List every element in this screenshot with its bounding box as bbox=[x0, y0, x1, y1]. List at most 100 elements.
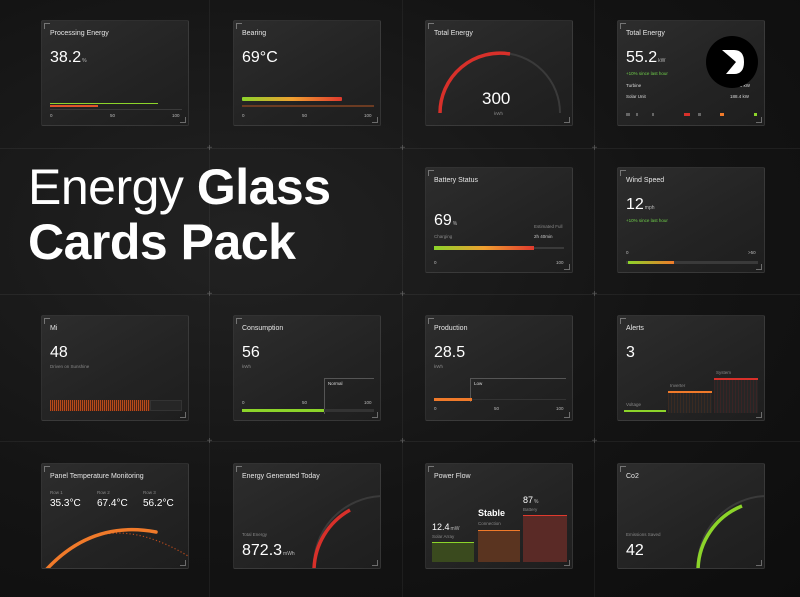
label: Solar Array bbox=[432, 534, 455, 539]
label: Connection bbox=[478, 521, 501, 526]
flow-bar-connection bbox=[478, 530, 520, 562]
progress-fill bbox=[434, 398, 472, 401]
grid-line bbox=[209, 0, 210, 597]
card-title: Consumption bbox=[242, 325, 284, 332]
tick-label: 0 bbox=[626, 250, 629, 255]
row-label: Row 3 bbox=[143, 490, 156, 495]
gauge-fill bbox=[312, 508, 351, 568]
value: 87 bbox=[523, 495, 534, 505]
estimate-label: Estimated Full bbox=[534, 224, 563, 229]
gauge bbox=[312, 495, 380, 568]
unit: kWh bbox=[434, 364, 443, 369]
alert-bar-voltage bbox=[624, 410, 666, 412]
unit: kWh bbox=[242, 364, 251, 369]
card-processing-energy: Processing Energy 38.2% 0 50 100 bbox=[41, 20, 189, 126]
unit: % bbox=[452, 221, 458, 227]
card-title: Mi bbox=[50, 325, 58, 332]
value: 55.2 bbox=[626, 49, 658, 66]
card-title: Co2 bbox=[626, 473, 639, 480]
progress-fill bbox=[242, 97, 342, 101]
plus-icon: + bbox=[206, 143, 213, 154]
card-title: Energy Generated Today bbox=[242, 473, 320, 480]
headline-bold-1: Glass bbox=[196, 159, 331, 215]
card-title: Processing Energy bbox=[50, 30, 109, 37]
value: Stable bbox=[478, 508, 506, 518]
row-value: 188.4 kW bbox=[730, 94, 750, 99]
grid-line bbox=[402, 0, 403, 597]
headline: Energy Glass Cards Pack bbox=[28, 160, 331, 270]
label: Emissions Saved bbox=[626, 532, 661, 537]
striped-bar bbox=[50, 400, 150, 411]
tick-label: 50 bbox=[302, 400, 308, 405]
value: 42 bbox=[626, 542, 644, 559]
plus-icon: + bbox=[206, 436, 213, 447]
mini-indicators bbox=[626, 113, 758, 116]
card-total-energy-gauge: Total Energy 300 kWh bbox=[425, 20, 573, 126]
tick-label: 50 bbox=[494, 406, 500, 411]
plus-icon: + bbox=[206, 289, 213, 300]
card-title: Total Energy bbox=[434, 30, 473, 37]
tick-label: >50 bbox=[748, 250, 756, 255]
progress-fill bbox=[434, 246, 534, 250]
card-bearing: Bearing 69°C 0 50 100 bbox=[233, 20, 381, 126]
gauge bbox=[696, 495, 764, 568]
status: Charging bbox=[434, 234, 453, 239]
card-title: Bearing bbox=[242, 30, 267, 37]
unit: kWh bbox=[494, 111, 503, 116]
value: 28.5 bbox=[434, 344, 466, 361]
change-note: +10% since last hour bbox=[626, 218, 668, 223]
flow-bar-solar bbox=[432, 542, 474, 562]
grid-line bbox=[0, 441, 800, 442]
row-value: 56.2°C bbox=[143, 498, 174, 509]
row-value: 35.3°C bbox=[50, 498, 81, 509]
unit: % bbox=[534, 499, 539, 505]
marker-label: Low bbox=[474, 381, 483, 386]
tick-label: 0 bbox=[434, 260, 437, 265]
tick-label: 100 bbox=[556, 260, 564, 265]
unit: % bbox=[82, 58, 87, 64]
row-label: Row 2 bbox=[97, 490, 110, 495]
tick-label: 100 bbox=[556, 406, 564, 411]
value: 56 bbox=[242, 344, 260, 361]
progress-fill bbox=[242, 409, 324, 412]
row-value: 67.4°C bbox=[97, 498, 128, 509]
bar-label: Voltage bbox=[626, 402, 642, 407]
grid-line bbox=[0, 148, 800, 149]
value: 69°C bbox=[242, 49, 278, 66]
unit: mW bbox=[450, 526, 460, 532]
card-co2: Co2 Emissions Saved 42 bbox=[617, 463, 765, 569]
card-wind-speed: Wind Speed 12mph +10% since last hour 0 … bbox=[617, 167, 765, 273]
tick-label: 100 bbox=[364, 113, 372, 118]
card-title: Battery Status bbox=[434, 177, 478, 184]
unit: kW bbox=[658, 58, 666, 64]
marker-label: Normal bbox=[328, 381, 343, 386]
value: 300 bbox=[482, 89, 511, 108]
progress-track bbox=[50, 103, 158, 104]
headline-light: Energy bbox=[28, 159, 184, 215]
tick-label: 100 bbox=[364, 400, 372, 405]
plus-icon: + bbox=[399, 289, 406, 300]
row-label: Turbine bbox=[626, 83, 642, 88]
grid-line bbox=[594, 0, 595, 597]
gauge bbox=[438, 51, 561, 114]
card-alerts: Alerts 3 Voltage Inverter System bbox=[617, 315, 765, 421]
plus-icon: + bbox=[591, 289, 598, 300]
tick-label: 50 bbox=[110, 113, 116, 118]
value: 3 bbox=[626, 344, 635, 361]
card-panel-temperature: Panel Temperature Monitoring Row 1 35.3°… bbox=[41, 463, 189, 569]
brand-logo bbox=[706, 36, 758, 88]
card-battery-status: Battery Status 69% Charging Estimated Fu… bbox=[425, 167, 573, 273]
card-consumption: Consumption 56 kWh Normal 0 50 100 bbox=[233, 315, 381, 421]
card-power-flow: Power Flow 12.4mW Solar Array Stable Con… bbox=[425, 463, 573, 569]
card-production: Production 28.5 kWh Low 0 50 100 bbox=[425, 315, 573, 421]
headline-bold-2: Cards Pack bbox=[28, 214, 296, 270]
row-label: Row 1 bbox=[50, 490, 63, 495]
bar-label: System bbox=[716, 370, 732, 375]
flow-bar-battery bbox=[523, 515, 567, 562]
value: 69 bbox=[434, 212, 452, 229]
unit: mph bbox=[644, 205, 655, 211]
alert-bar-inverter bbox=[668, 391, 712, 413]
tick-label: 0 bbox=[242, 113, 245, 118]
tick-label: 50 bbox=[302, 113, 308, 118]
card-title: Production bbox=[434, 325, 468, 332]
